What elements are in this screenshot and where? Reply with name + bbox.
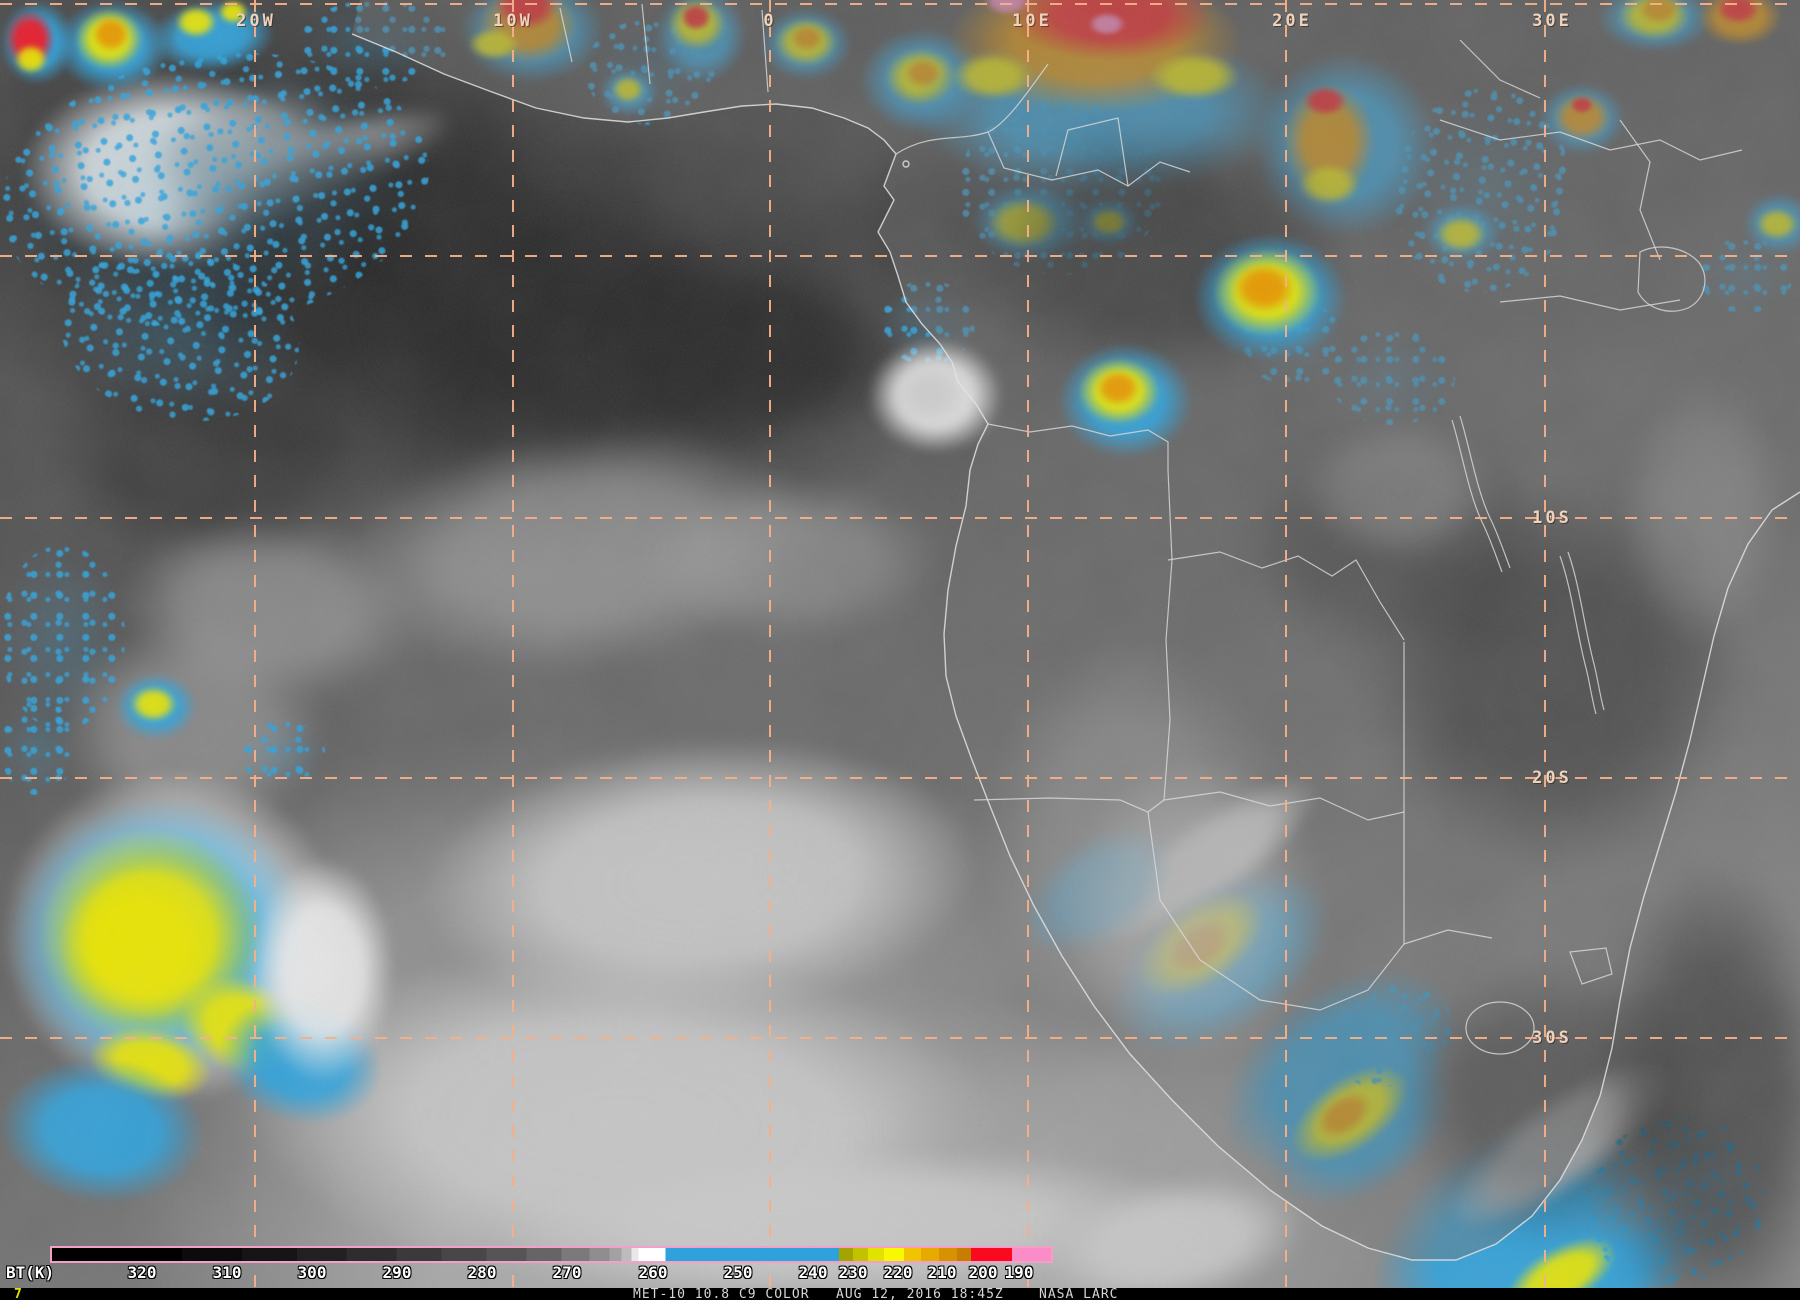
- colorbar-tick-250: 250: [723, 1263, 753, 1282]
- colorbar-tick-300: 300: [297, 1263, 327, 1282]
- lat-label-20s: 20S: [1532, 768, 1572, 788]
- colorbar-tick-210: 210: [927, 1263, 957, 1282]
- colorbar-tick-230: 230: [838, 1263, 868, 1282]
- colorbar-title: BT(K): [6, 1263, 55, 1282]
- colorbar-tick-220: 220: [883, 1263, 913, 1282]
- colorbar-tick-320: 320: [127, 1263, 157, 1282]
- footer-strip: 7 MET-10 10.8 C9 COLOR AUG 12, 2016 18:4…: [0, 1288, 1800, 1300]
- lon-label-20e: 20E: [1272, 11, 1312, 31]
- colorbar-tick-190: 190: [1004, 1263, 1034, 1282]
- lon-label-10e: 10E: [1012, 11, 1052, 31]
- colorbar-tick-310: 310: [212, 1263, 242, 1282]
- colorbar-tick-240: 240: [798, 1263, 828, 1282]
- colorbar-tick-row: BT(K) 320 310 300 290 280 270 260 250 24…: [0, 1263, 1800, 1283]
- lon-label-30e: 30E: [1532, 11, 1572, 31]
- lat-label-30s: 30S: [1532, 1028, 1572, 1048]
- colorbar-tick-270: 270: [552, 1263, 582, 1282]
- lon-label-10w: 10W: [493, 11, 533, 31]
- country-borders: [559, 3, 1743, 1055]
- lon-label-20w: 20W: [236, 11, 276, 31]
- colorbar-tick-260: 260: [638, 1263, 668, 1282]
- lat-label-10s: 10S: [1532, 508, 1572, 528]
- lon-label-0: 0: [763, 11, 777, 31]
- bt-colorbar: [50, 1246, 1053, 1263]
- coastline: [351, 33, 1800, 1261]
- colorbar-tick-200: 200: [968, 1263, 998, 1282]
- image-caption: MET-10 10.8 C9 COLOR AUG 12, 2016 18:45Z…: [633, 1287, 1119, 1300]
- frame-number: 7: [14, 1287, 22, 1300]
- colorbar-tick-280: 280: [467, 1263, 497, 1282]
- colorbar-tick-290: 290: [382, 1263, 412, 1282]
